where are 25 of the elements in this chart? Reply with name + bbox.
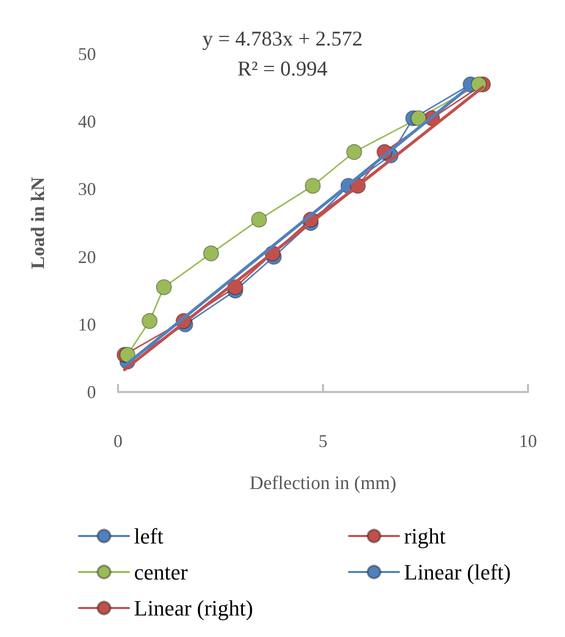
legend-label: center: [134, 560, 188, 584]
point: [142, 313, 158, 330]
annotation: R² = 0.994: [238, 56, 328, 80]
point: [156, 279, 172, 296]
x-tick-label: 5: [318, 431, 328, 451]
y-tick-label: 20: [78, 246, 96, 267]
x-tick-label: 0: [114, 431, 122, 451]
y-tick-label: 10: [78, 314, 96, 334]
y-tick-label: 0: [87, 382, 96, 402]
y-tick-label: 30: [78, 179, 96, 200]
y-tick-label: 40: [78, 112, 96, 132]
legend-label: right: [404, 524, 446, 548]
x-tick-label: 10: [519, 431, 537, 451]
legend-label: left: [134, 524, 164, 548]
x-axis-title: Deflection in (mm): [250, 473, 396, 494]
legend-label: Linear (left): [404, 560, 511, 584]
point: [304, 178, 321, 194]
y-axis-title: Load in kN: [28, 176, 49, 269]
y-tick-label: 50: [78, 44, 96, 64]
text: y = 4.783x + 2.572: [202, 26, 363, 50]
point: [203, 245, 220, 262]
point: [251, 212, 268, 228]
point: [410, 110, 427, 126]
legend-label: Linear (right): [134, 596, 254, 620]
point: [346, 144, 362, 160]
